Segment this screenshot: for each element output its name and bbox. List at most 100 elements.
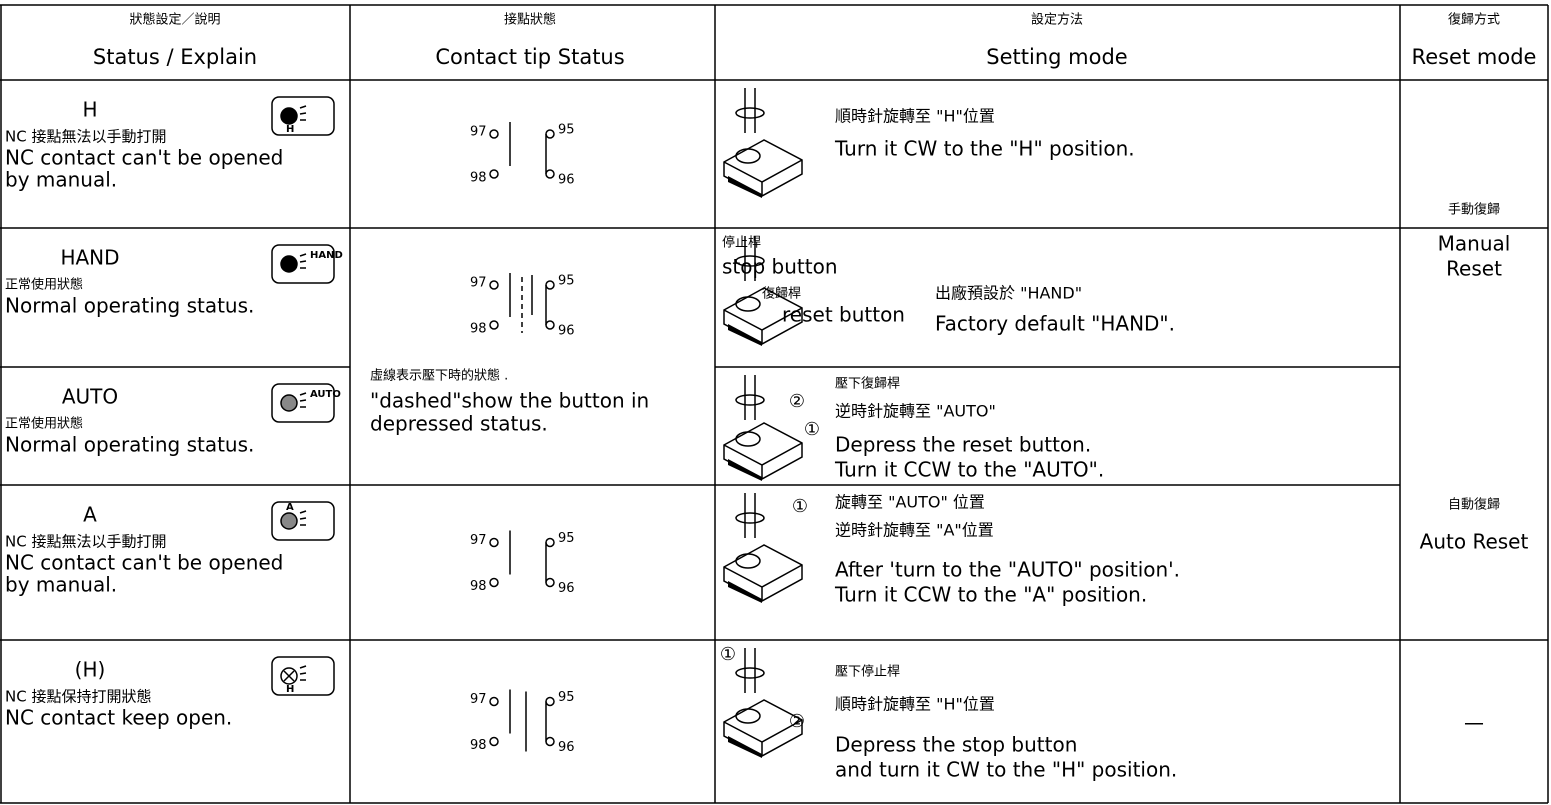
status-en: NC contact keep open. [5, 706, 232, 730]
rotate-arrow [735, 394, 765, 406]
setting-zh: 逆時針旋轉至 "A"位置 [835, 521, 994, 540]
icon-label: AUTO [310, 389, 341, 400]
header-en: Status / Explain [93, 45, 257, 69]
terminal [489, 129, 499, 139]
status-en: NC contact can't be opened [5, 146, 283, 170]
setting-illustration [723, 375, 803, 481]
setting-illustration [723, 236, 803, 346]
terminal [489, 320, 499, 330]
icon-frame [271, 96, 335, 136]
setting-illustration [723, 648, 803, 758]
terminal [489, 537, 499, 548]
icon-knob [280, 107, 298, 125]
status-en: by manual. [5, 168, 117, 192]
setting-zh: 復歸桿 [762, 286, 801, 302]
reset-en: — [1464, 711, 1484, 735]
status-en: Normal operating status. [5, 294, 254, 318]
icon-label: H [286, 124, 294, 135]
device-base [728, 581, 762, 603]
table-grid [0, 4, 1549, 804]
device-base [728, 459, 762, 481]
mode-icon: AUTO [271, 383, 341, 423]
rotate-arrow [735, 512, 765, 524]
setting-en: and turn it CW to the "H" position. [835, 758, 1177, 782]
setting-zh: 順時針旋轉至 "H"位置 [835, 107, 995, 126]
device-body [723, 699, 803, 757]
device-body [723, 287, 803, 345]
icon-label: HAND [310, 250, 343, 261]
terminal [545, 320, 555, 330]
contact-diagram [489, 273, 555, 333]
setting-en: Turn it CCW to the "AUTO". [834, 458, 1104, 482]
terminal-label: 97 [470, 125, 487, 140]
icon-tick [299, 112, 307, 115]
setting-zh: 出廠預設於 "HAND" [935, 284, 1082, 303]
icon-tick [299, 253, 307, 257]
status-zh: NC 接點無法以手動打開 [5, 128, 166, 146]
terminal-label: 96 [558, 324, 575, 339]
status-zh: 正常使用狀態 [5, 416, 83, 432]
setting-zh: 旋轉至 "AUTO" 位置 [835, 493, 985, 512]
device-body [723, 544, 803, 602]
status-zh: 正常使用狀態 [5, 277, 83, 293]
contact-note-zh: 虛線表示壓下時的狀態 . [370, 368, 508, 384]
terminal-label: 96 [558, 740, 575, 755]
terminal-label: 98 [470, 171, 487, 186]
device-base [728, 176, 762, 198]
setting-zh: 逆時針旋轉至 "AUTO" [835, 402, 996, 421]
header-en: Contact tip Status [435, 45, 624, 69]
device-dial [735, 148, 761, 164]
icon-tick [299, 665, 307, 669]
icon-frame [271, 656, 335, 696]
reset-zh: 自動復歸 [1448, 497, 1500, 513]
device-body [723, 139, 803, 197]
icon-tick [299, 517, 307, 520]
step-mark: ① [804, 419, 820, 440]
contact-note-en: depressed status. [370, 412, 548, 436]
terminal-label: 97 [470, 533, 487, 548]
step-mark: ② [789, 391, 805, 412]
terminal-label: 98 [470, 738, 487, 753]
terminal [545, 537, 555, 548]
terminal [545, 577, 555, 588]
icon-tick [299, 399, 307, 402]
mode-icon: H [271, 96, 335, 136]
status-mode: HAND [60, 246, 119, 270]
setting-illustration [723, 493, 803, 603]
header-en: Setting mode [986, 45, 1127, 69]
contact-diagram [489, 689, 555, 752]
status-mode: H [82, 98, 97, 122]
terminal [489, 696, 499, 707]
mode-icon: A [271, 501, 335, 541]
terminal [489, 577, 499, 588]
terminal-label: 97 [470, 276, 487, 291]
step-mark: ① [792, 496, 808, 517]
status-en: Normal operating status. [5, 433, 254, 457]
terminal-label: 95 [558, 274, 575, 289]
terminal-label: 95 [558, 123, 575, 138]
status-zh: NC 接點保持打開狀態 [5, 688, 151, 706]
icon-cross [283, 670, 295, 682]
setting-en: Depress the reset button. [835, 433, 1091, 457]
device-base [728, 736, 762, 758]
device-dial [735, 553, 761, 569]
device-body [723, 422, 803, 480]
terminal [545, 129, 555, 139]
step-mark: ② [789, 711, 805, 732]
icon-label: H [286, 684, 294, 695]
setting-zh: 壓下停止桿 [835, 664, 900, 680]
icon-label: A [286, 502, 294, 513]
header-zh: 狀態設定／說明 [129, 12, 220, 28]
terminal [489, 280, 499, 290]
setting-en: After 'turn to the "AUTO" position'. [835, 558, 1180, 582]
setting-en: reset button [782, 303, 905, 327]
reset-en: Auto Reset [1420, 530, 1529, 554]
icon-tick [299, 260, 307, 263]
terminal-label: 95 [558, 531, 575, 546]
mode-icon: HAND [271, 244, 343, 284]
terminal [545, 736, 555, 747]
terminal [489, 169, 499, 179]
setting-zh: 壓下復歸桿 [835, 376, 900, 392]
terminal [545, 169, 555, 179]
